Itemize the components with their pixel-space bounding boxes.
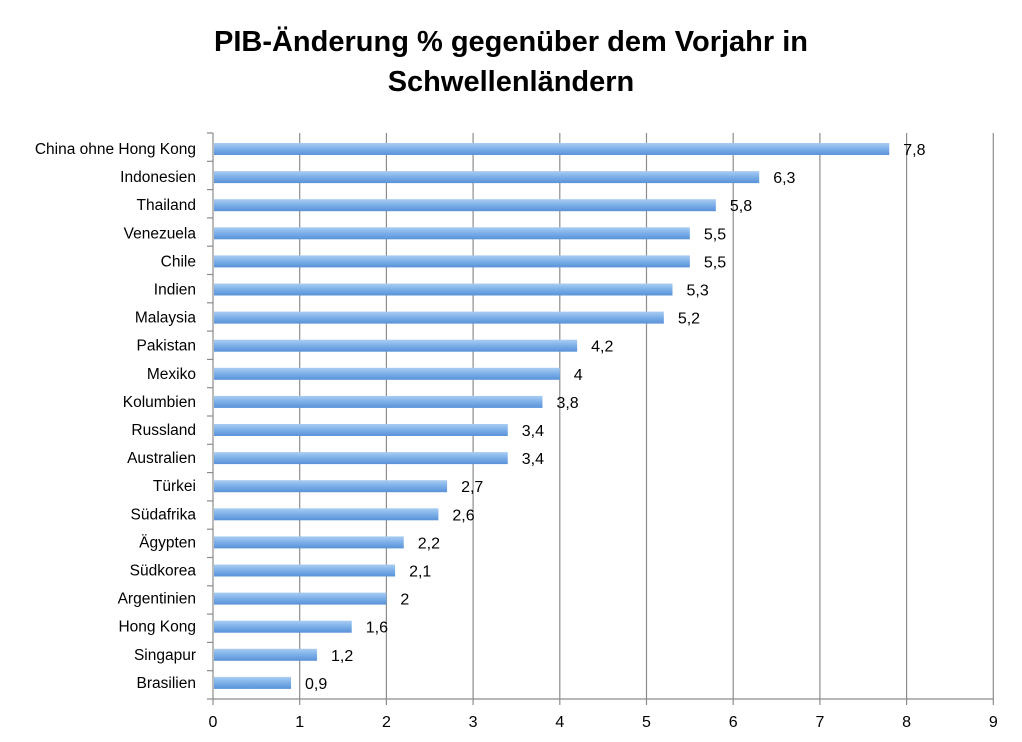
value-label-1: 6,3 [773,170,795,187]
x-tick-label-0: 0 [209,714,218,731]
value-label-5: 5,3 [687,283,709,300]
bar-6 [214,311,664,324]
bars [214,143,890,689]
chart-title: PIB-Änderung % gegenüber dem Vorjahr in … [0,22,1022,102]
category-label-11: Australien [127,450,196,467]
bar-16 [214,592,387,605]
bar-0 [214,143,890,155]
category-label-10: Russland [131,422,196,439]
value-labels: 7,86,35,85,55,55,35,24,243,83,43,42,72,6… [305,142,926,693]
value-label-8: 4 [574,367,583,384]
value-label-19: 0,9 [305,676,327,693]
value-label-3: 5,5 [704,226,726,243]
x-tick-labels: 0 1 2 3 4 5 6 7 8 9 [209,714,998,731]
x-tick-label-2: 2 [382,714,391,731]
value-label-6: 5,2 [678,311,700,328]
category-label-0: China ohne Hong Kong [35,141,196,158]
value-label-16: 2 [400,592,409,609]
category-label-7: Pakistan [137,338,196,355]
chart-title-line-2: Schwellenländern [387,66,635,98]
x-tick-label-1: 1 [295,714,304,731]
x-tick-label-9: 9 [989,714,998,731]
category-label-2: Thailand [137,197,196,214]
value-label-7: 4,2 [591,339,613,356]
value-label-4: 5,5 [704,254,726,271]
bar-14 [214,536,404,549]
value-label-9: 3,8 [556,395,578,412]
x-tick-label-4: 4 [555,714,564,731]
value-label-0: 7,8 [903,142,925,159]
bar-3 [214,227,690,240]
value-label-10: 3,4 [522,423,544,440]
value-label-14: 2,2 [418,535,440,552]
category-labels: China ohne Hong Kong Indonesien Thailand Ve… [35,141,197,692]
category-label-1: Indonesien [120,169,196,186]
category-label-17: Hong Kong [118,619,196,636]
category-label-5: Indien [154,282,196,299]
value-label-17: 1,6 [366,620,388,637]
value-label-11: 3,4 [522,451,544,468]
gridlines [299,133,994,699]
value-label-2: 5,8 [730,198,752,215]
category-label-9: Kolumbien [123,394,196,411]
value-label-12: 2,7 [461,479,483,496]
category-label-13: Südafrika [131,506,197,523]
bar-19 [214,676,292,689]
x-tick-label-3: 3 [469,714,478,731]
category-label-19: Brasilien [137,675,196,692]
value-label-15: 2,1 [409,564,431,581]
bar-9 [214,395,543,408]
bar-12 [214,480,448,493]
x-tick-label-7: 7 [815,714,824,731]
x-tick-label-6: 6 [729,714,738,731]
value-label-13: 2,6 [452,507,474,524]
bar-2 [214,199,716,212]
category-label-16: Argentinien [118,591,196,608]
category-label-14: Ägypten [139,534,196,551]
category-label-4: Chile [161,253,196,270]
bar-7 [214,339,578,352]
bar-10 [214,424,508,436]
category-label-6: Malaysia [135,310,197,327]
bar-17 [214,620,352,633]
bar-8 [214,367,560,380]
category-label-18: Singapur [134,647,196,664]
category-label-12: Türkei [153,478,196,495]
category-label-3: Venezuela [124,225,197,242]
category-label-8: Mexiko [147,366,196,383]
bar-4 [214,255,690,268]
category-label-15: Südkorea [130,563,197,580]
bar-15 [214,564,396,577]
chart-title-line-1: PIB-Änderung % gegenüber dem Vorjahr in [213,26,809,58]
value-label-18: 1,2 [331,648,353,665]
x-tick-label-8: 8 [902,714,911,731]
bar-5 [214,283,673,296]
bar-18 [214,648,318,661]
bar-11 [214,452,508,465]
x-tick-label-5: 5 [642,714,651,731]
bar-13 [214,508,439,521]
bar-1 [214,171,760,184]
axes [207,132,994,705]
